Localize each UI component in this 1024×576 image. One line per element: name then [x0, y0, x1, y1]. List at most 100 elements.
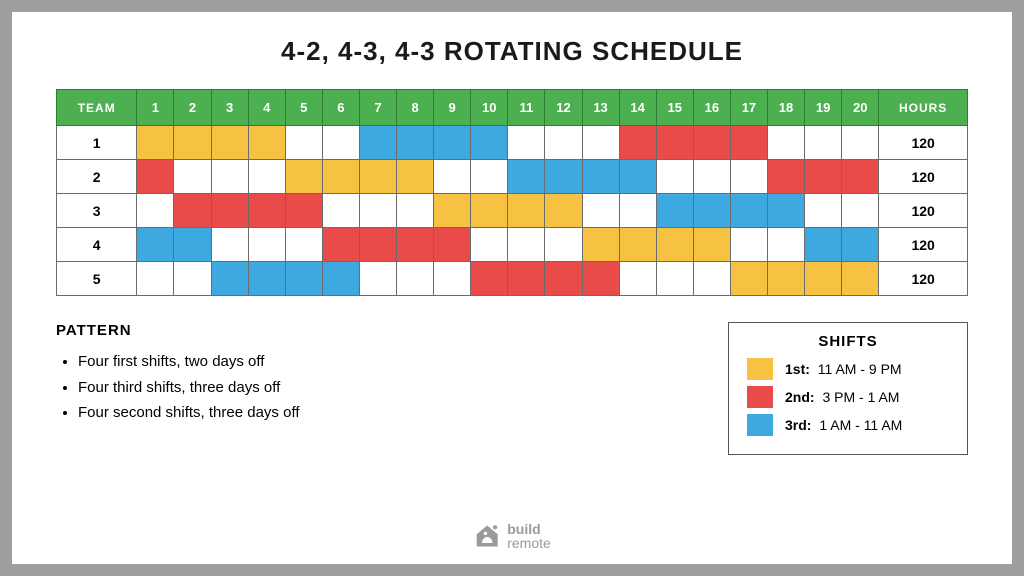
shift-cell	[656, 194, 693, 228]
shifts-legend: SHIFTS 1st: 11 AM - 9 PM 2nd: 3 PM - 1 AM…	[728, 322, 968, 455]
table-header: TEAM1234567891011121314151617181920HOURS	[57, 90, 968, 126]
hours-header: HOURS	[879, 90, 968, 126]
shift-cell	[322, 194, 359, 228]
shift-cell	[211, 262, 248, 296]
hours-cell: 120	[879, 194, 968, 228]
logo: build remote	[473, 522, 551, 550]
pattern-item: Four third shifts, three days off	[78, 375, 300, 401]
shift-cell	[619, 126, 656, 160]
shift-cell	[397, 126, 434, 160]
hours-cell: 120	[879, 126, 968, 160]
day-header: 5	[285, 90, 322, 126]
legend-title: SHIFTS	[747, 333, 949, 350]
shift-cell	[248, 194, 285, 228]
team-cell: 4	[57, 228, 137, 262]
day-header: 1	[137, 90, 174, 126]
shift-cell	[248, 126, 285, 160]
logo-text: build remote	[507, 522, 551, 550]
shift-cell	[693, 126, 730, 160]
shift-cell	[545, 228, 582, 262]
team-cell: 5	[57, 262, 137, 296]
shift-cell	[730, 228, 767, 262]
table-body: 11202120312041205120	[57, 126, 968, 296]
shift-cell	[656, 228, 693, 262]
day-header: 8	[397, 90, 434, 126]
shift-cell	[693, 262, 730, 296]
shift-cell	[248, 262, 285, 296]
table-row: 2120	[57, 160, 968, 194]
shift-cell	[322, 262, 359, 296]
day-header: 11	[508, 90, 545, 126]
shift-cell	[285, 126, 322, 160]
day-header: 18	[767, 90, 804, 126]
shift-cell	[471, 228, 508, 262]
shift-cell	[582, 160, 619, 194]
legend-row: 2nd: 3 PM - 1 AM	[747, 386, 949, 408]
shift-cell	[767, 194, 804, 228]
shift-cell	[211, 126, 248, 160]
legend-row: 1st: 11 AM - 9 PM	[747, 358, 949, 380]
shift-cell	[211, 194, 248, 228]
shift-cell	[471, 262, 508, 296]
day-header: 20	[842, 90, 879, 126]
pattern-item: Four first shifts, two days off	[78, 349, 300, 375]
day-header: 2	[174, 90, 211, 126]
shift-cell	[211, 228, 248, 262]
pattern-list: Four first shifts, two days offFour thir…	[56, 349, 300, 426]
shift-cell	[397, 228, 434, 262]
shift-cell	[730, 194, 767, 228]
shift-cell	[397, 160, 434, 194]
shift-cell	[805, 228, 842, 262]
day-header: 19	[805, 90, 842, 126]
shift-cell	[508, 160, 545, 194]
shift-cell	[211, 160, 248, 194]
shift-cell	[693, 160, 730, 194]
day-header: 15	[656, 90, 693, 126]
shift-cell	[693, 228, 730, 262]
legend-text: 3rd: 1 AM - 11 AM	[785, 417, 902, 433]
day-header: 17	[730, 90, 767, 126]
shift-cell	[730, 126, 767, 160]
shift-cell	[359, 228, 396, 262]
shift-cell	[434, 126, 471, 160]
shift-cell	[508, 194, 545, 228]
shift-cell	[693, 194, 730, 228]
shift-cell	[582, 194, 619, 228]
shift-cell	[434, 228, 471, 262]
shift-cell	[582, 262, 619, 296]
pattern-block: PATTERN Four first shifts, two days offF…	[56, 322, 300, 426]
shift-cell	[619, 228, 656, 262]
day-header: 16	[693, 90, 730, 126]
day-header: 4	[248, 90, 285, 126]
shift-cell	[322, 228, 359, 262]
shift-cell	[137, 194, 174, 228]
shift-cell	[545, 126, 582, 160]
shift-cell	[508, 126, 545, 160]
shift-cell	[730, 262, 767, 296]
shift-cell	[137, 126, 174, 160]
shift-cell	[174, 126, 211, 160]
pattern-item: Four second shifts, three days off	[78, 400, 300, 426]
page-title: 4-2, 4-3, 4-3 ROTATING SCHEDULE	[56, 36, 968, 67]
shift-cell	[656, 160, 693, 194]
day-header: 7	[359, 90, 396, 126]
shift-cell	[619, 194, 656, 228]
shift-cell	[767, 160, 804, 194]
house-icon	[473, 522, 501, 550]
shift-cell	[471, 126, 508, 160]
shift-cell	[805, 262, 842, 296]
team-header: TEAM	[57, 90, 137, 126]
shift-cell	[174, 160, 211, 194]
shift-cell	[434, 262, 471, 296]
hours-cell: 120	[879, 228, 968, 262]
day-header: 10	[471, 90, 508, 126]
table-row: 3120	[57, 194, 968, 228]
shift-cell	[545, 262, 582, 296]
shift-cell	[842, 194, 879, 228]
shift-cell	[582, 228, 619, 262]
shift-cell	[285, 160, 322, 194]
shift-cell	[434, 194, 471, 228]
shift-cell	[285, 228, 322, 262]
shift-cell	[285, 262, 322, 296]
shift-cell	[248, 160, 285, 194]
